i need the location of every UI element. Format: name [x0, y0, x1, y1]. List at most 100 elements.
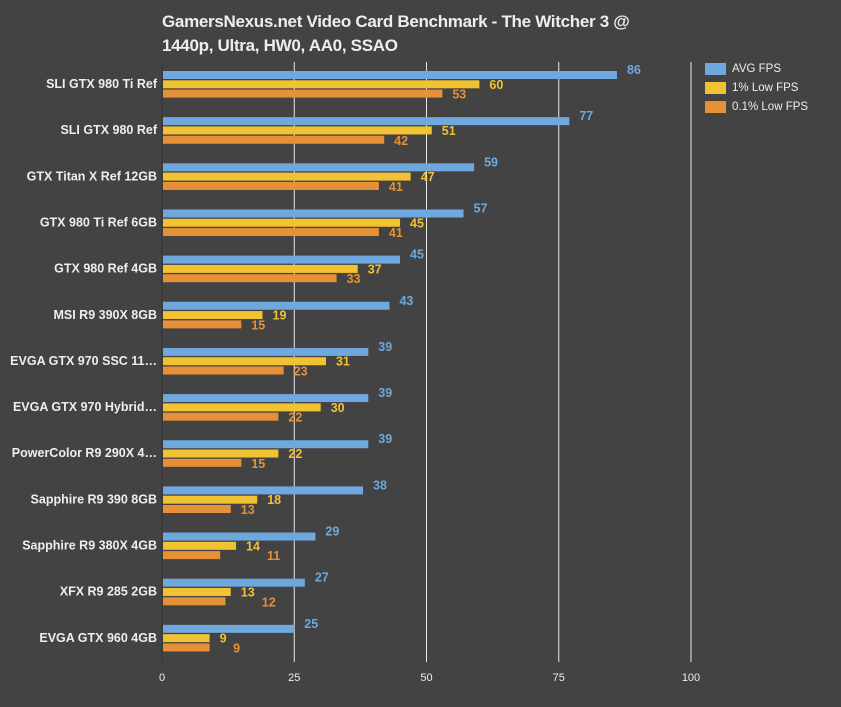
bar-0-1-low-fps	[163, 412, 279, 421]
category-label: EVGA GTX 960 4GB	[39, 631, 157, 645]
bar-1-low-fps	[163, 403, 321, 412]
bar-avg-fps	[163, 486, 364, 495]
category-label: SLI GTX 980 Ref	[60, 123, 157, 137]
data-label: 33	[347, 272, 361, 286]
category-label: GTX 980 Ref 4GB	[54, 262, 157, 276]
data-label: 86	[627, 63, 641, 77]
data-label: 47	[421, 170, 435, 184]
bar-avg-fps	[163, 394, 369, 403]
data-label: 22	[288, 411, 302, 425]
bar-avg-fps	[163, 71, 617, 79]
bar-avg-fps	[163, 163, 475, 172]
data-label: 31	[336, 355, 350, 369]
data-label: 57	[474, 201, 488, 215]
category-label: MSI R9 390X 8GB	[53, 308, 157, 322]
data-label: 38	[373, 478, 387, 492]
bar-avg-fps	[163, 347, 369, 356]
bar-1-low-fps	[163, 311, 263, 320]
x-tick-label: 50	[420, 672, 432, 684]
data-label: 9	[233, 641, 240, 655]
bar-1-low-fps	[163, 541, 237, 550]
legend-swatch	[705, 81, 726, 94]
bar-0-1-low-fps	[163, 181, 379, 190]
bar-0-1-low-fps	[163, 135, 385, 144]
data-label: 13	[241, 503, 255, 517]
bar-0-1-low-fps	[163, 274, 337, 283]
data-label: 11	[267, 549, 280, 563]
category-label: EVGA GTX 970 SSC 11…	[10, 354, 157, 368]
category-label: GTX Titan X Ref 12GB	[27, 169, 157, 183]
data-label: 18	[267, 493, 281, 507]
data-label: 13	[241, 585, 255, 599]
bar-0-1-low-fps	[163, 228, 379, 237]
data-label: 51	[442, 124, 456, 138]
data-label: 45	[410, 248, 424, 262]
bar-1-low-fps	[163, 634, 210, 643]
bar-avg-fps	[163, 209, 464, 218]
bar-1-low-fps	[163, 126, 432, 135]
data-label: 60	[489, 78, 503, 92]
bar-1-low-fps	[163, 264, 358, 273]
bar-1-low-fps	[163, 357, 326, 366]
data-label: 12	[262, 595, 276, 609]
bar-0-1-low-fps	[163, 551, 221, 560]
legend: AVG FPS 1% Low FPS 0.1% Low FPS	[705, 59, 808, 116]
category-label: GTX 980 Ti Ref 6GB	[40, 215, 157, 229]
category-label: Sapphire R9 380X 4GB	[22, 539, 157, 553]
bar-avg-fps	[163, 255, 401, 264]
legend-item: 0.1% Low FPS	[705, 97, 808, 116]
bar-0-1-low-fps	[163, 597, 226, 606]
data-label: 39	[378, 386, 392, 400]
bar-0-1-low-fps	[163, 643, 210, 652]
bar-avg-fps	[163, 624, 295, 633]
data-label: 30	[331, 401, 345, 415]
legend-swatch	[705, 100, 726, 113]
legend-item: 1% Low FPS	[705, 78, 808, 97]
legend-swatch	[705, 62, 726, 75]
data-label: 15	[251, 318, 265, 332]
category-label: EVGA GTX 970 Hybrid…	[13, 400, 157, 414]
bar-1-low-fps	[163, 587, 231, 596]
data-label: 37	[368, 262, 382, 276]
data-label: 77	[579, 109, 593, 123]
data-label: 53	[452, 88, 466, 102]
bar-1-low-fps	[163, 172, 411, 181]
bar-1-low-fps	[163, 218, 401, 227]
category-label: PowerColor R9 290X 4…	[12, 446, 157, 460]
bar-0-1-low-fps	[163, 504, 231, 513]
data-label: 27	[315, 571, 329, 585]
data-label: 45	[410, 216, 424, 230]
category-label: SLI GTX 980 Ti Ref	[46, 77, 158, 91]
bar-1-low-fps	[163, 80, 480, 89]
bar-avg-fps	[163, 117, 570, 126]
data-label: 25	[304, 617, 318, 631]
data-label: 41	[389, 226, 403, 240]
data-label: 42	[394, 134, 408, 148]
data-label: 29	[325, 525, 339, 539]
data-label: 39	[378, 340, 392, 354]
data-label: 9	[220, 632, 227, 646]
data-label: 19	[273, 309, 287, 323]
legend-label: AVG FPS	[732, 62, 781, 75]
x-tick-label: 0	[159, 672, 165, 684]
category-label: Sapphire R9 390 8GB	[31, 492, 157, 506]
x-tick-label: 75	[553, 672, 565, 684]
bar-avg-fps	[163, 578, 305, 587]
x-tick-label: 100	[682, 672, 700, 684]
data-label: 41	[389, 180, 403, 194]
legend-item: AVG FPS	[705, 59, 808, 78]
category-label: XFX R9 285 2GB	[60, 585, 157, 599]
data-label: 39	[378, 432, 392, 446]
bar-1-low-fps	[163, 495, 258, 504]
bar-0-1-low-fps	[163, 89, 443, 98]
bar-0-1-low-fps	[163, 366, 284, 375]
bar-0-1-low-fps	[163, 320, 242, 329]
data-label: 23	[294, 365, 308, 379]
chart-title: GamersNexus.net Video Card Benchmark - T…	[162, 12, 630, 55]
legend-label: 0.1% Low FPS	[732, 100, 809, 113]
bar-avg-fps	[163, 532, 316, 541]
bar-avg-fps	[163, 440, 369, 449]
bar-0-1-low-fps	[163, 458, 242, 467]
x-tick-label: 25	[288, 672, 300, 684]
